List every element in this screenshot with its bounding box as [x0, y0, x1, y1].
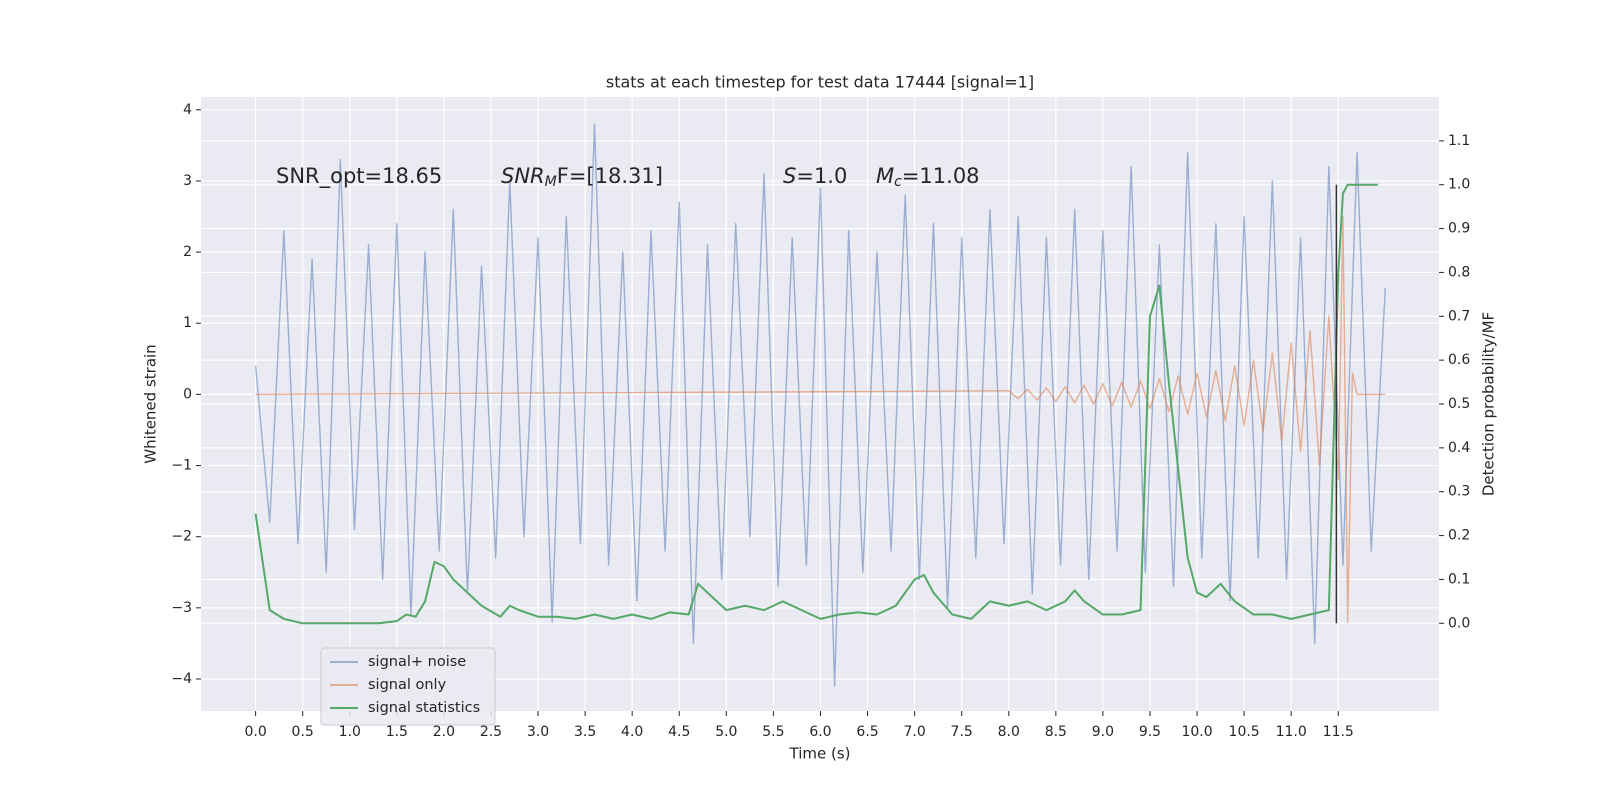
- annotation-part: =1.0: [796, 164, 847, 188]
- y-tick-label: −3: [171, 600, 192, 616]
- x-axis-label: Time (s): [789, 745, 851, 763]
- y-axis-label: Whitened strain: [142, 344, 160, 463]
- legend: signal+ noise signal only signal statistic…: [320, 647, 496, 726]
- chart-title: stats at each timestep for test data 174…: [606, 73, 1034, 92]
- x-tick-label: 3.0: [527, 724, 549, 740]
- x-tick-label: 11.0: [1276, 724, 1307, 740]
- annotation-part: =11.08: [902, 164, 980, 188]
- y-tick-label: 1: [183, 315, 192, 331]
- x-tick-label: 2.0: [433, 724, 455, 740]
- y2-tick-label: 0.6: [1448, 352, 1470, 368]
- y-tick-label: −4: [171, 671, 192, 687]
- y2-tick-label: 0.8: [1448, 264, 1470, 280]
- x-tick-label: 10.5: [1229, 724, 1260, 740]
- y2-tick-label: 1.1: [1448, 133, 1470, 149]
- y2-tick-label: 0.3: [1448, 484, 1470, 500]
- legend-label: signal only: [368, 677, 447, 693]
- annotation: SNR_opt=18.65: [276, 164, 442, 189]
- x-tick-label: 1.5: [386, 724, 408, 740]
- x-tick-label: 6.0: [809, 724, 831, 740]
- y-tick-label: −1: [171, 458, 192, 474]
- x-tick-label: 1.0: [339, 724, 361, 740]
- series-line: [254, 123, 1387, 687]
- y2-tick-label: 0.5: [1448, 396, 1470, 412]
- x-tick-label: 8.5: [1045, 724, 1067, 740]
- x-tick-label: 8.0: [998, 724, 1020, 740]
- x-tick-label: 6.5: [856, 724, 878, 740]
- y2-tick-label: 0.2: [1448, 528, 1470, 544]
- y2-tick-label: 0.9: [1448, 221, 1470, 237]
- x-tick-label: 7.5: [951, 724, 973, 740]
- axes: 0.0 0.5 1.0 1.5 2.0 2.5 3.0 3.5 4.0 4.5 5.0 5.5 6.0 6…: [171, 102, 1470, 740]
- annotation-part: M: [876, 164, 894, 188]
- annotation-part: M: [545, 174, 557, 190]
- x-tick-label: 5.5: [762, 724, 784, 740]
- x-tick-label: 4.5: [668, 724, 690, 740]
- annotation-part: S: [783, 164, 796, 188]
- x-tick-label: 5.0: [715, 724, 737, 740]
- y-tick-label: 2: [183, 244, 192, 260]
- y2-tick-label: 0.1: [1448, 571, 1470, 587]
- annotation: SNRMF=[18.31]: [501, 164, 663, 190]
- y2-axis-label: Detection probability/MF: [1480, 312, 1498, 496]
- y-tick-label: 3: [183, 173, 192, 189]
- x-tick-label: 9.5: [1139, 724, 1161, 740]
- x-tick-label: 11.5: [1323, 724, 1354, 740]
- legend-label: signal+ noise: [368, 654, 466, 670]
- y2-tick-label: 0.7: [1448, 308, 1470, 324]
- x-tick-label: 9.0: [1092, 724, 1114, 740]
- x-tick-label: 0.0: [244, 724, 266, 740]
- x-tick-label: 10.0: [1181, 724, 1212, 740]
- annotation: Mc=11.08: [876, 164, 980, 190]
- legend-box: [320, 647, 496, 726]
- series-line: [254, 183, 1378, 625]
- annotation-part: c: [894, 174, 902, 190]
- annotation: S=1.0: [783, 164, 847, 188]
- y-tick-label: −2: [171, 529, 192, 545]
- marks: [254, 123, 1387, 687]
- series-line: [255, 215, 1386, 623]
- x-tick-label: 2.5: [480, 724, 502, 740]
- x-tick-label: 7.0: [903, 724, 925, 740]
- x-tick-label: 0.5: [292, 724, 314, 740]
- y2-tick-label: 1.0: [1448, 177, 1470, 193]
- annotation-part: SNR: [501, 164, 545, 188]
- y-tick-label: 0: [183, 386, 192, 402]
- y-tick-label: 4: [183, 102, 192, 118]
- x-tick-label: 3.5: [574, 724, 596, 740]
- annotation-part: SNR_opt=18.65: [276, 164, 442, 189]
- x-tick-label: 4.0: [621, 724, 643, 740]
- y2-tick-label: 0.0: [1448, 615, 1470, 631]
- legend-label: signal statistics: [368, 700, 480, 716]
- y2-tick-label: 0.4: [1448, 440, 1470, 456]
- annotation-part: F=[18.31]: [557, 164, 663, 188]
